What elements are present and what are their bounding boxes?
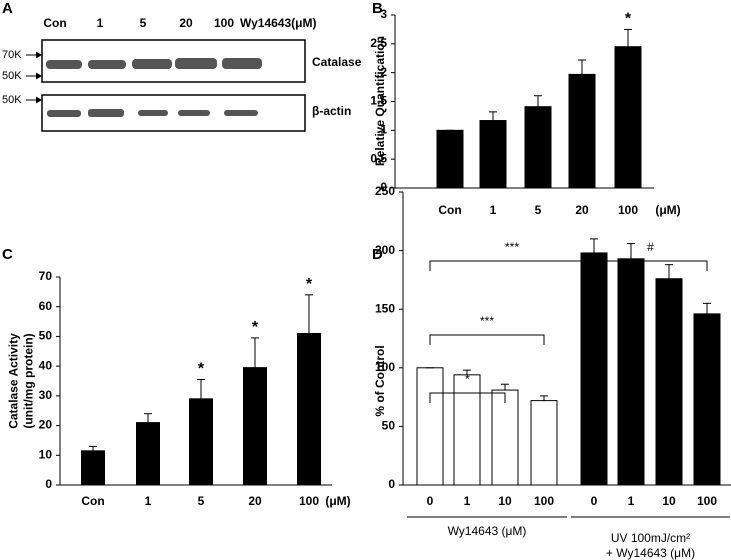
x-tick-label: Con: [81, 494, 104, 508]
marker-label: 50K: [2, 70, 22, 82]
bracket-label: ***: [480, 314, 494, 328]
y-tick-label: 1: [380, 123, 387, 137]
panel-label: C: [2, 246, 13, 263]
bar: [436, 129, 464, 189]
bar: [136, 422, 160, 486]
significance-bracket: [593, 260, 708, 271]
significance-label: *: [306, 276, 313, 293]
x-tick-label: 100: [299, 494, 319, 508]
y-tick-label: 50: [39, 329, 53, 343]
y-tick-label: 0: [45, 477, 52, 491]
protein-label: Catalase: [312, 55, 362, 69]
y-tick-label: 150: [375, 301, 395, 315]
y-tick-label: 20: [39, 418, 53, 432]
bar: [491, 389, 519, 486]
x-tick-label: 0: [591, 494, 598, 508]
y-tick-label: 3: [380, 7, 387, 21]
marker-label: 50K: [2, 94, 22, 106]
significance-label: *: [198, 361, 205, 378]
x-tick-label: 100: [618, 203, 638, 217]
y-tick-label: 60: [39, 299, 53, 313]
unit-label: (μM): [325, 494, 350, 508]
bar: [617, 258, 645, 486]
panel-label: D: [372, 246, 383, 263]
bar: [693, 313, 721, 486]
y-tick-label: 100: [375, 360, 395, 374]
bar: [189, 398, 213, 486]
x-tick-label: 20: [575, 203, 589, 217]
bar: [479, 120, 507, 189]
x-tick-label: 100: [697, 494, 717, 508]
lane-label: 5: [140, 16, 147, 30]
marker-arrows: [26, 51, 42, 104]
x-tick-label: 10: [662, 494, 676, 508]
y-tick-label: 40: [39, 358, 53, 372]
bar: [453, 374, 481, 486]
bar: [416, 367, 444, 486]
y-tick-label: 10: [39, 447, 53, 461]
lane-label: 100: [214, 16, 234, 30]
panel-label: B: [372, 0, 383, 17]
significance-label: *: [252, 319, 259, 336]
significance-label: *: [625, 11, 632, 28]
bar: [614, 46, 642, 189]
y-tick-label: 0: [388, 477, 395, 491]
y-tick-label: 2: [380, 65, 387, 79]
unit-label: (μM): [655, 203, 680, 217]
bar: [530, 400, 558, 486]
x-tick-label: 100: [534, 494, 554, 508]
y-tick-label: 0.5: [370, 151, 387, 165]
y-tick-label: 200: [375, 243, 395, 257]
bar: [243, 367, 267, 486]
x-tick-label: Con: [438, 203, 461, 217]
y-tick-label: 70: [39, 269, 53, 283]
group-label: + Wy14643 (μM): [606, 546, 695, 560]
x-tick-label: 5: [535, 203, 542, 217]
significance-bracket: [429, 260, 595, 271]
x-tick-label: 1: [490, 203, 497, 217]
bar: [524, 106, 552, 189]
treatment-label: Wy14643(μM): [240, 16, 316, 30]
y-tick-label: 1.5: [370, 94, 387, 108]
bar: [568, 73, 596, 189]
y-tick-label: 50: [382, 419, 396, 433]
bar: [655, 278, 683, 486]
bracket-label: #: [647, 240, 654, 254]
blot-panel: A Con 1 5 20 100 Wy14643(μM) 70K 50K 50K…: [2, 0, 362, 132]
x-tick-label: 0: [427, 494, 434, 508]
significance-bracket: [429, 334, 545, 345]
lane-label: 1: [97, 16, 104, 30]
y-axis-label: Catalase Activity: [7, 333, 21, 429]
bar: [297, 332, 321, 486]
y-tick-label: 250: [375, 184, 395, 198]
x-tick-label: 1: [464, 494, 471, 508]
y-axis-label: Relative Quantification: [373, 36, 387, 166]
significance-bracket: [429, 392, 506, 403]
marker-label: 70K: [2, 49, 22, 61]
x-tick-label: 20: [248, 494, 262, 508]
y-axis-label: % of Control: [373, 345, 387, 416]
lane-label: Con: [43, 16, 66, 30]
blot-box: [41, 39, 306, 83]
y-axis-label: (unit/mg protein): [22, 333, 36, 428]
x-tick-label: 1: [628, 494, 635, 508]
bar: [580, 252, 608, 486]
bracket-label: *: [465, 372, 470, 386]
x-tick-label: 10: [498, 494, 512, 508]
group-label: Wy14643 (μM): [448, 524, 527, 538]
y-tick-label: 2.5: [370, 36, 387, 50]
group-label: UV 100mJ/cm²: [611, 531, 690, 545]
blot-box: [41, 94, 306, 132]
bar: [81, 450, 105, 486]
lane-label: 20: [179, 16, 193, 30]
y-tick-label: 30: [39, 388, 53, 402]
y-tick-label: 0: [380, 180, 387, 194]
bands: [46, 58, 262, 117]
x-tick-label: 1: [145, 494, 152, 508]
panel-label: A: [2, 0, 13, 17]
bracket-label: ***: [505, 240, 519, 254]
x-tick-label: 5: [198, 494, 205, 508]
protein-label: β-actin: [312, 104, 351, 118]
